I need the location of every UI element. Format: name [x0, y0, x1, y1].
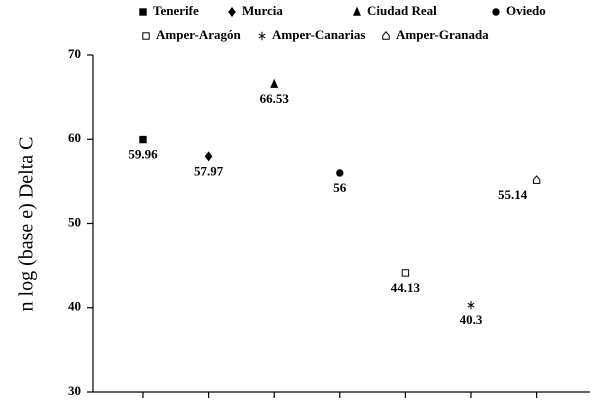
marker — [532, 175, 541, 184]
marker — [353, 6, 361, 16]
data-label: 56 — [333, 180, 347, 195]
legend-label: Amper-Granada — [396, 27, 489, 42]
data-label: 57.97 — [194, 163, 224, 178]
y-tick-label: 70 — [68, 46, 81, 61]
marker — [139, 8, 147, 16]
data-label: 40.3 — [460, 312, 483, 327]
marker — [142, 32, 150, 40]
data-label: 59.96 — [128, 147, 158, 162]
data-label: 66.53 — [260, 91, 290, 106]
y-tick-label: 60 — [68, 130, 81, 145]
legend-label: Murcia — [242, 3, 283, 18]
legend-label: Amper-Canarias — [272, 27, 365, 42]
y-tick-label: 30 — [68, 383, 81, 398]
data-label: 44.13 — [391, 280, 421, 295]
legend-label: Oviedo — [506, 3, 546, 18]
marker — [228, 6, 236, 18]
y-axis-label: n log (base e) Delta C — [16, 137, 38, 312]
y-tick-label: 40 — [68, 299, 81, 314]
marker — [492, 8, 500, 16]
marker — [336, 169, 344, 177]
marker — [204, 151, 213, 162]
data-label: 55.14 — [498, 187, 528, 202]
marker — [401, 269, 410, 277]
legend-label: Amper-Aragón — [156, 27, 241, 42]
marker — [382, 31, 390, 40]
legend-label: Ciudad Real — [367, 3, 437, 18]
y-tick-label: 50 — [68, 214, 81, 229]
marker — [270, 78, 279, 88]
marker — [467, 301, 475, 310]
legend-label: Tenerife — [153, 3, 199, 18]
marker — [258, 31, 266, 41]
marker — [139, 135, 147, 144]
